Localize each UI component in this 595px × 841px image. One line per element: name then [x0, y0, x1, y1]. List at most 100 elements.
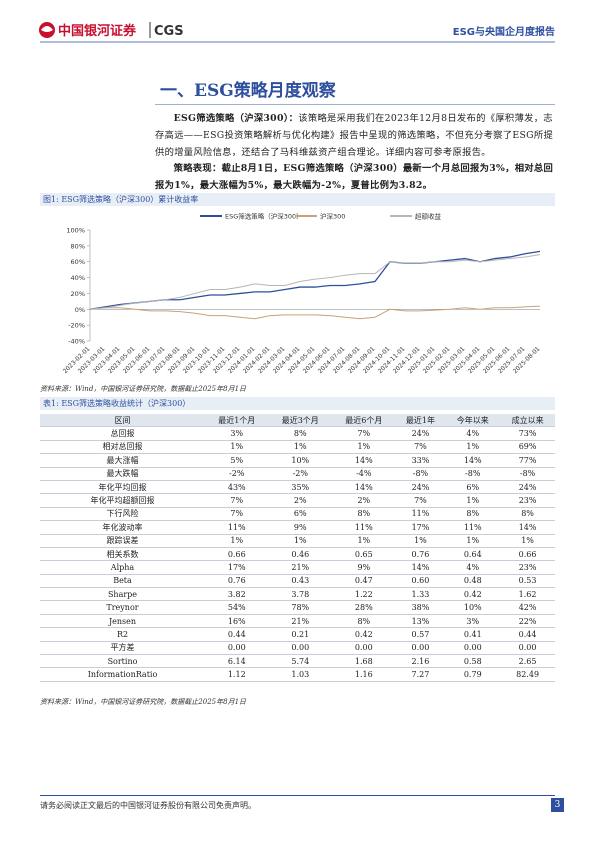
para-text: 该策略是采用我们在2023年12月8日发布的《厚积薄发，志存高远——ESG投资策… [155, 113, 554, 158]
page-number: 3 [551, 798, 564, 812]
table-cell: 1% [268, 534, 333, 548]
table-cell: 3% [205, 426, 269, 441]
table-cell: 38% [395, 600, 446, 615]
table-row: 下行风险 7% 6% 8% 11% 8% 8% [40, 507, 555, 522]
table-row: 总回报 3% 8% 7% 24% 4% 73% [40, 426, 555, 441]
table-cell: 35% [268, 480, 333, 495]
table-row: 相对总回报 1% 1% 1% 7% 1% 69% [40, 440, 555, 455]
table-cell: 1% [205, 534, 269, 548]
y-tick-label: -40% [68, 338, 85, 346]
table-cell: 11% [205, 520, 269, 535]
row-label: 相关系数 [40, 547, 205, 562]
table-row: InformationRatio 1.12 1.03 1.16 7.27 0.79 82.4… [40, 667, 555, 682]
table-cell: 2% [332, 493, 396, 508]
table-cell: 33% [395, 453, 446, 468]
table-cell: 0.79 [445, 667, 501, 682]
table-cell: 13% [395, 614, 446, 629]
table-cell: 6% [268, 507, 333, 522]
table-cell: 28% [332, 600, 396, 615]
table-cell: 14% [395, 560, 446, 575]
table-cell: 23% [500, 493, 555, 508]
table-cell: 0.42 [445, 587, 501, 602]
table-cell: 7% [205, 507, 269, 522]
table-source: 资料来源：Wind，中国银河证券研究院，数据截止2025年8月1日 [40, 698, 247, 706]
header: 中国银河证券 CGS ESG与央国企月度报告 [39, 22, 555, 43]
table-cell: 1.33 [395, 587, 446, 602]
table-cell: 43% [205, 480, 269, 495]
table-cell: 0.00 [500, 641, 555, 656]
table-cell: 0.00 [268, 641, 333, 656]
table-cell: 8% [332, 614, 396, 629]
table-row: Sortino 6.14 5.74 1.68 2.16 0.58 2.65 [40, 654, 555, 669]
table-cell: 16% [205, 614, 269, 629]
table-cell: 6% [445, 480, 501, 495]
table-cell: 7% [395, 440, 446, 455]
table-cell: 7% [205, 493, 269, 508]
table-cell: 82.49 [500, 667, 555, 682]
row-label: Sortino [40, 654, 205, 669]
table-cell: 3.82 [205, 587, 269, 602]
table-cell: -4% [332, 467, 396, 481]
row-label: R2 [40, 627, 205, 642]
table-cell: -8% [445, 467, 501, 481]
table-cell: 0.00 [395, 641, 446, 656]
table-cell: 1% [268, 440, 333, 455]
table-cell: 4% [445, 426, 501, 441]
table-cell: 0.48 [445, 574, 501, 589]
table-cell: 0.57 [395, 627, 446, 642]
table-cell: 10% [268, 453, 333, 468]
table-cell: -8% [395, 467, 446, 481]
y-tick-label: 80% [71, 242, 85, 250]
y-tick-label: 100% [66, 227, 85, 235]
disclaimer: 请务必阅读正文最后的中国银河证券股份有限公司免责声明。 [40, 801, 256, 810]
report-title: ESG与央国企月度报告 [453, 25, 555, 38]
table-cell: 1.62 [500, 587, 555, 602]
figure-source: 资料来源：Wind，中国银河证券研究院，数据截止2025年8月1日 [40, 385, 247, 393]
figure-caption: 图1: ESG筛选策略（沪深300）累计收益率 [40, 193, 555, 206]
table-cell: 14% [445, 453, 501, 468]
header-cell: 最近6个月 [332, 414, 396, 428]
table-cell: -2% [268, 467, 333, 481]
logo-cn: 中国银河证券 [58, 23, 137, 39]
table-cell: 1.68 [332, 654, 396, 669]
table-cell: 6.14 [205, 654, 269, 669]
table-row: 相关系数 0.66 0.46 0.65 0.76 0.64 0.66 [40, 547, 555, 562]
table-cell: 1% [395, 534, 446, 548]
table-row: Sharpe 3.82 3.78 1.22 1.33 0.42 1.62 [40, 587, 555, 602]
row-label: 年化平均超额回报 [40, 493, 205, 508]
table-cell: 0.46 [268, 547, 333, 562]
table-row: 跟踪误差 1% 1% 1% 1% 1% 1% [40, 534, 555, 548]
para-lead: ESG筛选策略（沪深300）： [173, 113, 299, 124]
table-cell: 17% [205, 560, 269, 575]
table-cell: 0.60 [395, 574, 446, 589]
table-cell: 0.44 [205, 627, 269, 642]
table-cell: 0.44 [500, 627, 555, 642]
legend-label: ESG筛选策略（沪深300） [225, 212, 303, 221]
table-cell: 78% [268, 600, 333, 615]
y-tick-label: 20% [71, 290, 85, 298]
table-cell: 10% [445, 600, 501, 615]
table-cell: 0.00 [332, 641, 396, 656]
table-cell: 8% [445, 507, 501, 522]
table-cell: 0.47 [332, 574, 396, 589]
row-label: Jensen [40, 614, 205, 629]
table-cell: 1.03 [268, 667, 333, 682]
y-tick-label: 0% [75, 306, 85, 314]
table-cell: 7% [395, 493, 446, 508]
footer-rule [40, 795, 555, 796]
table-cell: 4% [445, 560, 501, 575]
table-cell: 7.27 [395, 667, 446, 682]
series-line [89, 305, 541, 320]
row-label: 下行风险 [40, 507, 205, 522]
table-cell: 69% [500, 440, 555, 455]
row-label: 年化平均回报 [40, 480, 205, 495]
header-cell: 最近3个月 [268, 414, 333, 428]
table-cell: 0.41 [445, 627, 501, 642]
table-cell: 1% [205, 440, 269, 455]
row-label: Beta [40, 574, 205, 589]
y-tick-label: 40% [71, 274, 85, 282]
table-row: 年化平均超额回报 7% 2% 2% 7% 1% 23% [40, 493, 555, 508]
table-cell: 0.43 [268, 574, 333, 589]
table-row: R2 0.44 0.21 0.42 0.57 0.41 0.44 [40, 627, 555, 642]
header-cell: 最近1年 [395, 414, 446, 428]
